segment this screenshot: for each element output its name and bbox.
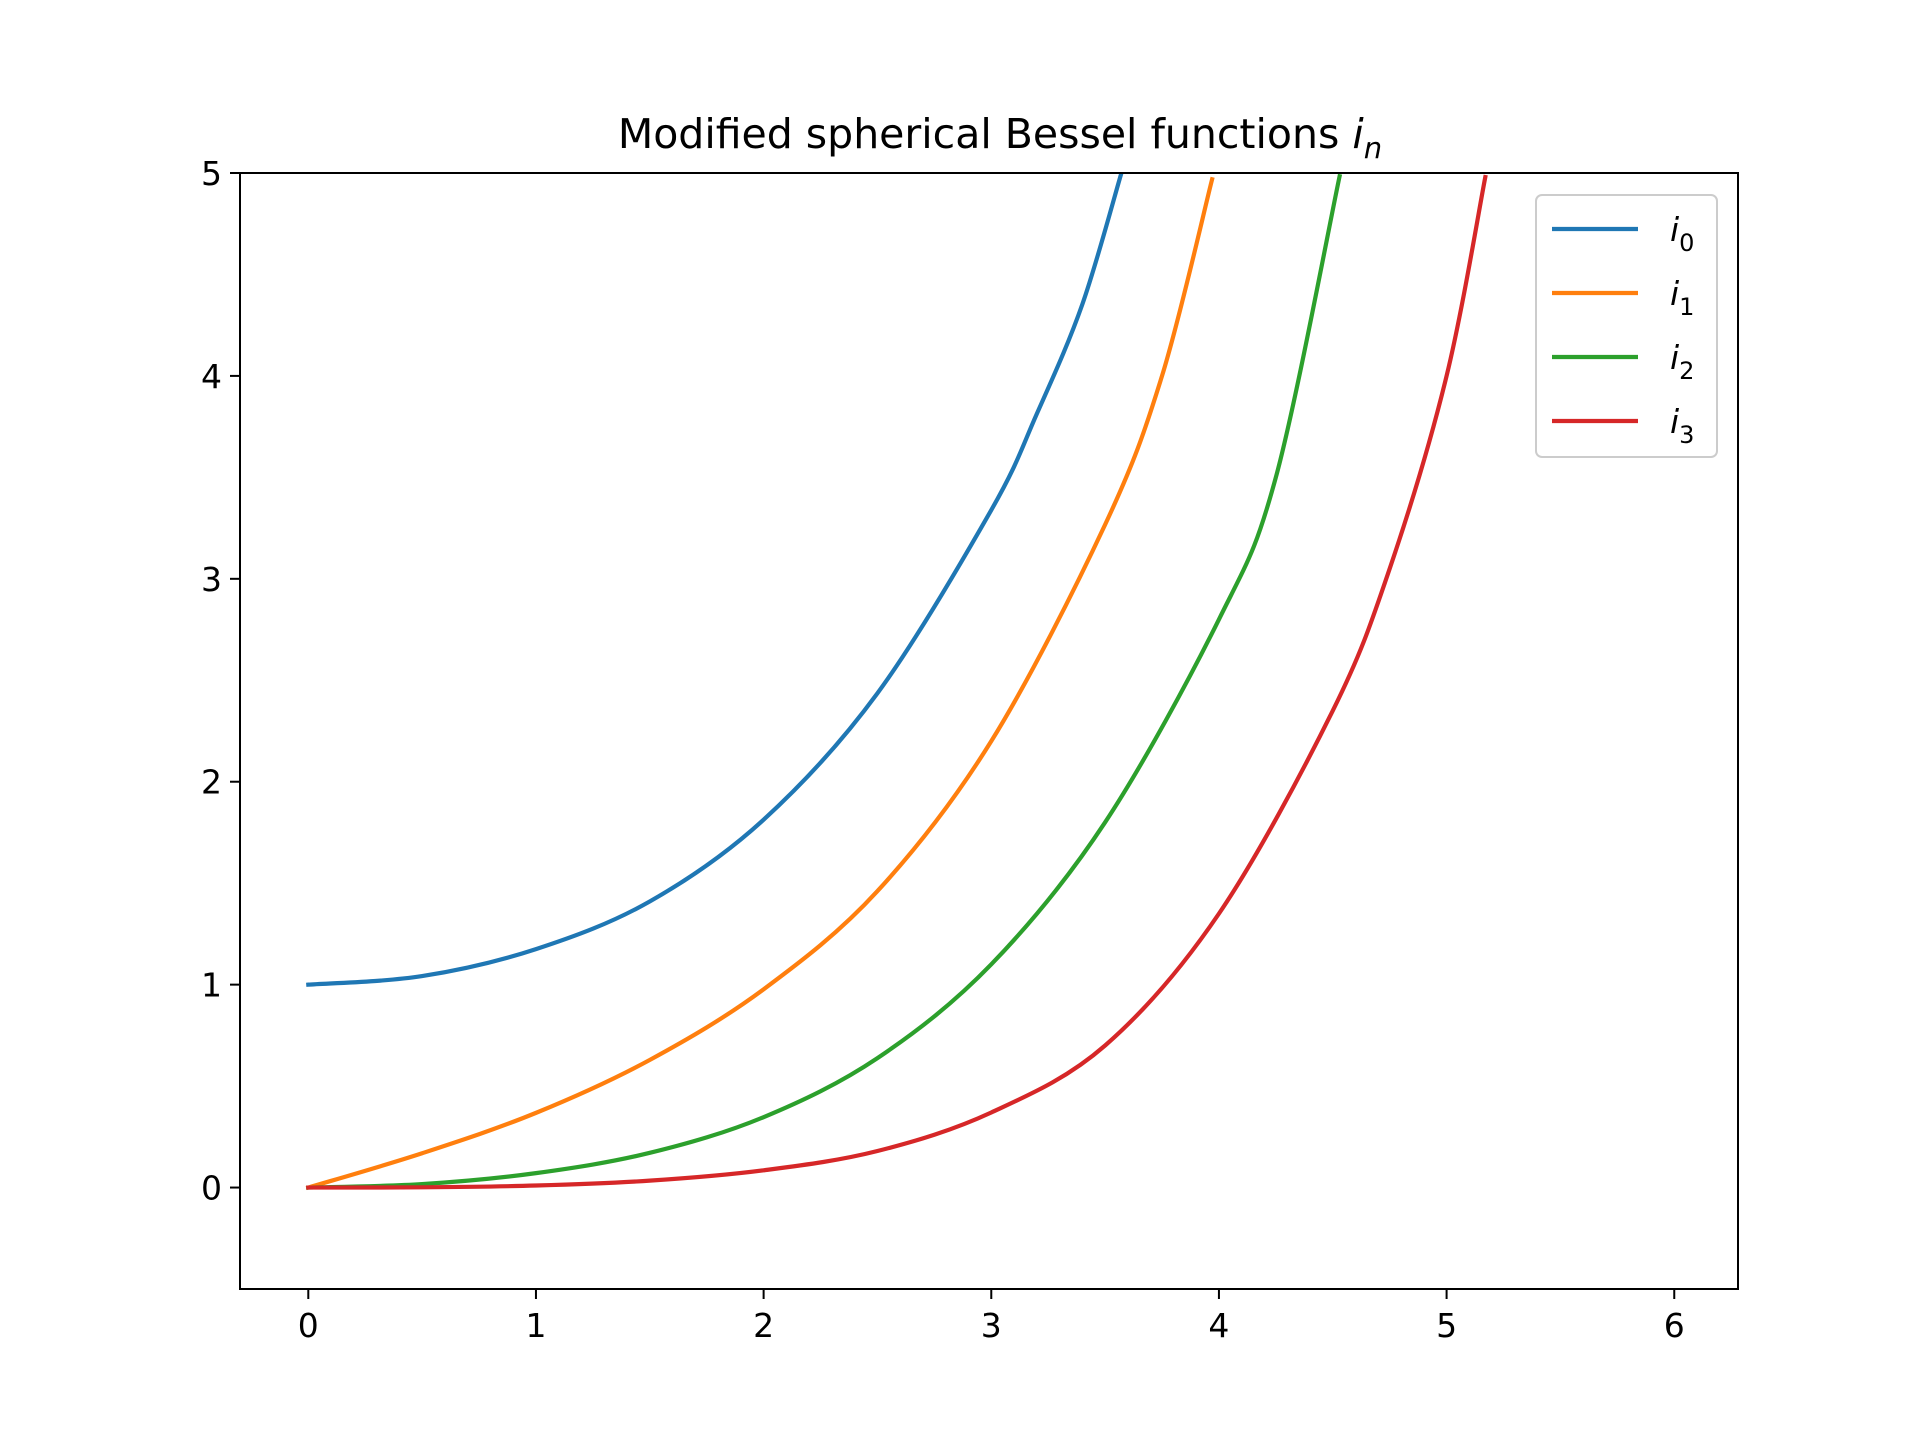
y-tick-label: 3 [201, 560, 222, 599]
chart-title-subscript: n [1364, 131, 1382, 165]
plot-frame [239, 172, 1739, 1290]
x-tick-label: 2 [753, 1306, 774, 1345]
y-tick-label: 2 [201, 763, 222, 802]
x-axis: 0 1 2 3 4 5 6 [298, 1289, 1685, 1345]
legend-label-i2: i2 [1670, 338, 1694, 385]
x-tick-label: 1 [525, 1306, 546, 1345]
y-axis: 0 1 2 3 4 5 [201, 154, 240, 1208]
legend-label-i0: i0 [1670, 210, 1694, 257]
legend: i0 i1 i2 i3 [1535, 194, 1718, 458]
x-tick-label: 0 [298, 1306, 319, 1345]
chart-title: Modified spherical Bessel functions in [618, 110, 1382, 165]
series-line-i0 [306, 173, 1124, 987]
chart-title-symbol: i [1352, 110, 1364, 158]
legend-label-i3: i3 [1670, 402, 1694, 449]
y-tick-label: 4 [201, 357, 222, 396]
x-tick-label: 5 [1436, 1306, 1457, 1345]
series-layer [305, 173, 1488, 1191]
x-tick-label: 4 [1208, 1306, 1229, 1345]
series-line-i1 [305, 176, 1215, 1191]
x-tick-label: 3 [981, 1306, 1002, 1345]
x-tick-label: 6 [1664, 1306, 1685, 1345]
y-tick-label: 1 [201, 966, 222, 1005]
y-tick-label: 0 [201, 1169, 222, 1208]
series-line-i3 [306, 174, 1488, 1190]
legend-label-i1: i1 [1670, 274, 1694, 321]
series-line-i2 [306, 173, 1343, 1190]
y-tick-label: 5 [201, 154, 222, 193]
chart-title-text: Modified spherical Bessel functions [618, 110, 1353, 158]
legend-box [1535, 194, 1718, 458]
